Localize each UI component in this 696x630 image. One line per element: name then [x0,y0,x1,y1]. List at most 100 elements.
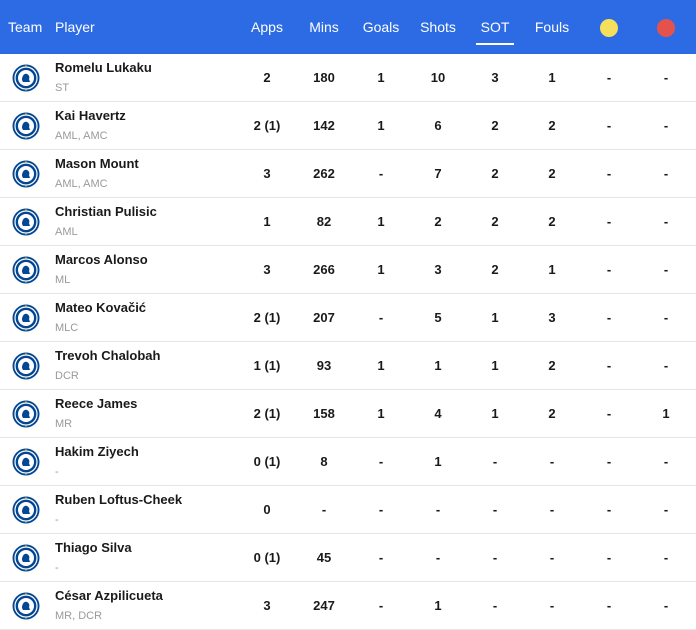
red-cards-value: - [663,262,669,277]
shots-value: 4 [434,406,442,421]
apps-value: 3 [263,166,271,181]
apps-value: 0 [263,502,271,517]
sot-value: 1 [491,310,499,325]
table-row[interactable]: Christian Pulisic AML 1 82 1 2 2 2 - - [0,198,696,246]
table-row[interactable]: Marcos Alonso ML 3 266 1 3 2 1 - - [0,246,696,294]
player-name[interactable]: Thiago Silva [55,540,132,555]
mins-value: 82 [316,214,332,229]
red-card-icon[interactable] [657,19,675,37]
goals-value: 1 [377,358,385,373]
player-position: AML, AMC [55,178,108,190]
shots-value: - [435,550,441,565]
header-shots[interactable]: Shots [420,19,456,35]
header-player[interactable]: Player [55,19,95,35]
table-row[interactable]: Hakim Ziyech - 0 (1) 8 - 1 - - - - [0,438,696,486]
fouls-value: - [549,598,555,613]
table-row[interactable]: Mason Mount AML, AMC 3 262 - 7 2 2 - - [0,150,696,198]
table-row[interactable]: Mateo Kovačić MLC 2 (1) 207 - 5 1 3 - - [0,294,696,342]
table-row[interactable]: César Azpilicueta MR, DCR 3 247 - 1 - - … [0,582,696,630]
table-row[interactable]: Ruben Loftus-Cheek - 0 - - - - - - - [0,486,696,534]
mins-value: 93 [316,358,332,373]
mins-value: 8 [320,454,328,469]
header-goals[interactable]: Goals [362,19,400,35]
yellow-cards-value: - [606,70,612,85]
yellow-card-icon[interactable] [600,19,618,37]
yellow-cards-value: - [606,598,612,613]
chelsea-crest-icon [12,112,40,140]
player-name[interactable]: Trevoh Chalobah [55,348,161,363]
table-header: Team Player Apps Mins Goals Shots SOT Fo… [0,0,696,54]
header-team[interactable]: Team [8,19,43,35]
mins-value: 180 [313,70,335,85]
mins-value: 142 [313,118,335,133]
player-name[interactable]: Romelu Lukaku [55,60,152,75]
sot-value: 2 [491,262,499,277]
table-row[interactable]: Thiago Silva - 0 (1) 45 - - - - - - [0,534,696,582]
shots-value: 1 [434,358,442,373]
table-body: Romelu Lukaku ST 2 180 1 10 3 1 - - Kai … [0,54,696,630]
goals-value: - [378,310,384,325]
red-cards-value: - [663,118,669,133]
shots-value: 10 [430,70,446,85]
yellow-cards-value: - [606,502,612,517]
table-row[interactable]: Romelu Lukaku ST 2 180 1 10 3 1 - - [0,54,696,102]
shots-value: 5 [434,310,442,325]
sot-value: - [492,454,498,469]
fouls-value: 3 [548,310,556,325]
chelsea-crest-icon [12,592,40,620]
chelsea-crest-icon [12,64,40,92]
apps-value: 0 (1) [253,550,281,565]
yellow-cards-value: - [606,262,612,277]
table-row[interactable]: Trevoh Chalobah DCR 1 (1) 93 1 1 1 2 - - [0,342,696,390]
sot-value: 1 [491,358,499,373]
table-row[interactable]: Reece James MR 2 (1) 158 1 4 1 2 - 1 [0,390,696,438]
apps-value: 3 [263,262,271,277]
player-position: MR, DCR [55,610,103,622]
red-cards-value: - [663,166,669,181]
fouls-value: 1 [548,70,556,85]
player-position: - [55,466,59,478]
fouls-value: - [549,502,555,517]
player-name[interactable]: César Azpilicueta [55,588,163,603]
red-cards-value: 1 [662,406,670,421]
sot-value: - [492,598,498,613]
yellow-cards-value: - [606,310,612,325]
player-name[interactable]: Ruben Loftus-Cheek [55,492,183,507]
sot-value: 1 [491,406,499,421]
player-name[interactable]: Mason Mount [55,156,139,171]
sot-value: - [492,502,498,517]
shots-value: 3 [434,262,442,277]
chelsea-crest-icon [12,208,40,236]
table-row[interactable]: Kai Havertz AML, AMC 2 (1) 142 1 6 2 2 -… [0,102,696,150]
player-name[interactable]: Kai Havertz [55,108,126,123]
red-cards-value: - [663,214,669,229]
mins-value: 45 [316,550,332,565]
sot-value: - [492,550,498,565]
chelsea-crest-icon [12,304,40,332]
player-position: MLC [55,322,79,334]
player-name[interactable]: Reece James [55,396,138,411]
header-apps[interactable]: Apps [251,19,283,35]
yellow-cards-value: - [606,118,612,133]
header-mins[interactable]: Mins [309,19,339,35]
player-name[interactable]: Mateo Kovačić [55,300,147,315]
red-cards-value: - [663,358,669,373]
player-position: AML, AMC [55,130,108,142]
goals-value: - [378,166,384,181]
header-sot[interactable]: SOT [465,19,525,35]
mins-value: 247 [313,598,335,613]
yellow-cards-value: - [606,166,612,181]
red-cards-value: - [663,454,669,469]
mins-value: 262 [313,166,335,181]
mins-value: - [321,502,327,517]
shots-value: - [435,502,441,517]
shots-value: 6 [434,118,442,133]
apps-value: 2 (1) [253,406,281,421]
goals-value: 1 [377,214,385,229]
apps-value: 0 (1) [253,454,281,469]
player-name[interactable]: Christian Pulisic [55,204,157,219]
chelsea-crest-icon [12,352,40,380]
player-name[interactable]: Hakim Ziyech [55,444,139,459]
header-fouls[interactable]: Fouls [534,19,570,35]
player-name[interactable]: Marcos Alonso [55,252,148,267]
